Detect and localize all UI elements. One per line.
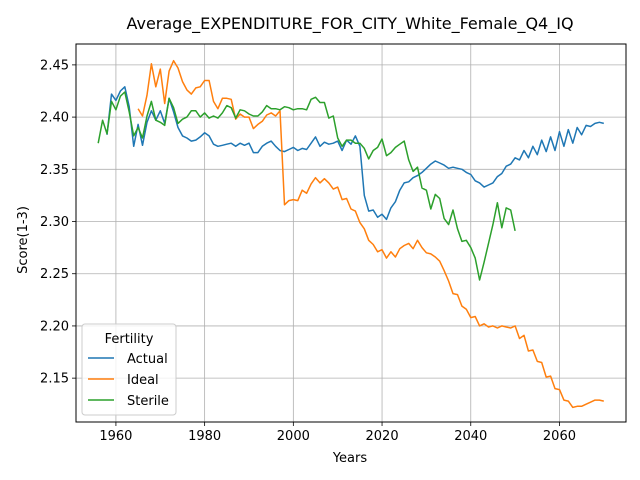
legend-title: Fertility bbox=[105, 332, 154, 347]
y-tick-label: 2.20 bbox=[40, 319, 69, 334]
legend: Fertility Actual Ideal Sterile bbox=[81, 323, 177, 416]
y-tick-label: 2.15 bbox=[40, 372, 69, 387]
y-tick-label: 2.30 bbox=[40, 215, 69, 230]
x-tick-label: 2000 bbox=[277, 429, 310, 444]
legend-label-sterile: Sterile bbox=[127, 394, 169, 409]
chart-title: Average_EXPENDITURE_FOR_CITY_White_Femal… bbox=[126, 14, 573, 34]
x-axis-label: Years bbox=[332, 451, 368, 466]
y-axis-ticks: 2.15 2.20 2.25 2.30 2.35 2.40 2.45 bbox=[40, 58, 76, 387]
legend-label-actual: Actual bbox=[127, 352, 168, 367]
x-tick-label: 1960 bbox=[99, 429, 132, 444]
x-tick-label: 2020 bbox=[366, 429, 399, 444]
x-axis-ticks: 1960 1980 2000 2020 2040 2060 bbox=[99, 422, 576, 444]
series-line-sterile bbox=[97, 91, 516, 281]
x-tick-label: 1980 bbox=[188, 429, 221, 444]
x-tick-label: 2040 bbox=[454, 429, 487, 444]
y-axis-label: Score(1-3) bbox=[16, 206, 31, 274]
series-line-ideal bbox=[137, 59, 604, 409]
plot-frame bbox=[75, 43, 627, 423]
legend-label-ideal: Ideal bbox=[127, 373, 159, 388]
y-tick-label: 2.25 bbox=[40, 267, 69, 282]
y-tick-label: 2.45 bbox=[40, 58, 69, 73]
series-line-actual bbox=[106, 86, 604, 221]
y-tick-label: 2.40 bbox=[40, 111, 69, 126]
x-tick-label: 2060 bbox=[543, 429, 576, 444]
legend-entries: Actual Ideal Sterile bbox=[88, 352, 169, 409]
y-tick-label: 2.35 bbox=[40, 163, 69, 178]
legend-box bbox=[81, 323, 177, 416]
series-layer bbox=[97, 59, 604, 409]
